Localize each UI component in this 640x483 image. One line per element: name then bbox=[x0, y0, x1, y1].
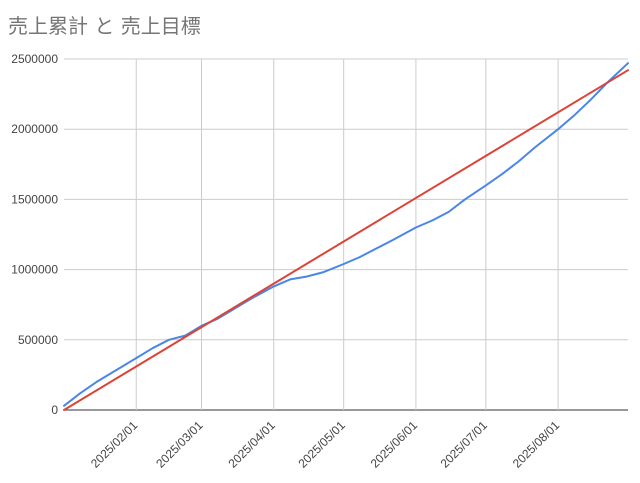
x-tick-label: 2025/04/01 bbox=[226, 418, 279, 471]
x-tick-label: 2025/03/01 bbox=[153, 418, 206, 471]
chart-title: 売上累計 と 売上目標 bbox=[8, 14, 201, 38]
x-tick-label: 2025/06/01 bbox=[368, 418, 421, 471]
series-line-0 bbox=[63, 62, 629, 407]
y-tick-label: 500000 bbox=[18, 333, 58, 347]
series-line-1 bbox=[63, 69, 629, 411]
x-tick-label: 2025/05/01 bbox=[295, 418, 348, 471]
y-tick-label: 2000000 bbox=[11, 122, 58, 136]
y-tick-label: 1500000 bbox=[11, 192, 58, 206]
y-tick-label: 2500000 bbox=[11, 52, 58, 66]
x-tick-label: 2025/07/01 bbox=[438, 418, 491, 471]
x-tick-label: 2025/08/01 bbox=[510, 418, 563, 471]
y-tick-label: 1000000 bbox=[11, 263, 58, 277]
y-tick-label: 0 bbox=[51, 403, 58, 417]
x-tick-label: 2025/02/01 bbox=[88, 418, 141, 471]
